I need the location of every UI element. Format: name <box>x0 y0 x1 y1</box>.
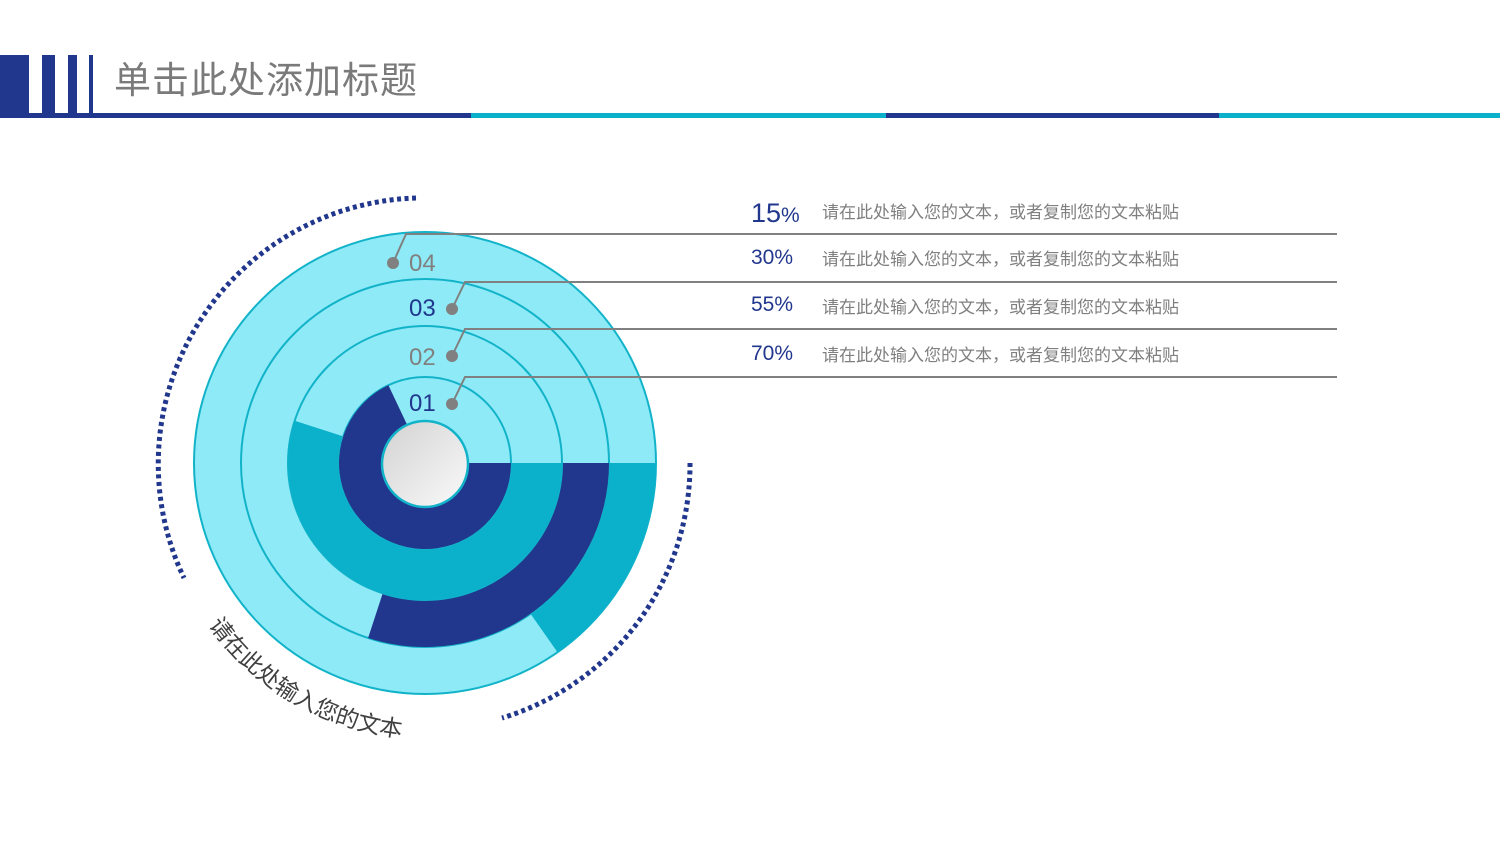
ring-label-04: 04 <box>409 250 436 277</box>
dotted-arc-right <box>501 462 693 721</box>
leader-dot-03 <box>446 303 458 315</box>
legend-percent-1[interactable]: 15% <box>751 200 811 229</box>
leader-line-01 <box>451 376 1337 405</box>
header-stripe <box>42 55 55 118</box>
leader-line-03 <box>451 281 1337 310</box>
ring-01-bar <box>339 385 512 550</box>
header-rule-cyan <box>471 113 886 118</box>
legend-text-1[interactable]: 请在此处输入您的文本，或者复制您的文本粘贴 <box>822 203 1179 223</box>
dotted-arc-left <box>155 195 417 580</box>
legend-percent-2[interactable]: 30% <box>751 246 794 269</box>
legend-percent-4[interactable]: 70% <box>751 342 794 365</box>
legend-text-2[interactable]: 请在此处输入您的文本，或者复制您的文本粘贴 <box>822 250 1179 270</box>
legend-percent-3[interactable]: 55% <box>751 293 794 316</box>
leader-dot-04 <box>387 257 399 269</box>
leader-line-02 <box>451 328 1337 357</box>
leader-dot-02 <box>446 350 458 362</box>
center-disc <box>380 419 470 509</box>
legend-text-3[interactable]: 请在此处输入您的文本，或者复制您的文本粘贴 <box>822 298 1179 318</box>
ring-label-02: 02 <box>409 344 436 371</box>
header-rule-cyan <box>1219 113 1500 118</box>
header-rule-navy <box>886 113 1219 118</box>
legend-text-4[interactable]: 请在此处输入您的文本，或者复制您的文本粘贴 <box>822 346 1179 366</box>
legend-percent-1-num: 15 <box>751 198 782 228</box>
header-stripe <box>68 55 77 118</box>
page-title[interactable]: 单击此处添加标题 <box>114 59 418 102</box>
header-stripe <box>89 55 93 118</box>
ring-04-bar <box>530 463 656 653</box>
ring-03-bar <box>368 463 609 648</box>
legend-percent-1-sign: % <box>781 204 800 227</box>
ring-label-03: 03 <box>409 295 436 322</box>
leader-line-04 <box>392 233 1337 264</box>
ring-02-bar <box>287 420 562 601</box>
header-rule-navy <box>0 113 471 118</box>
ring-label-01: 01 <box>409 390 436 417</box>
leader-dot-01 <box>446 398 458 410</box>
header-block <box>0 55 29 118</box>
